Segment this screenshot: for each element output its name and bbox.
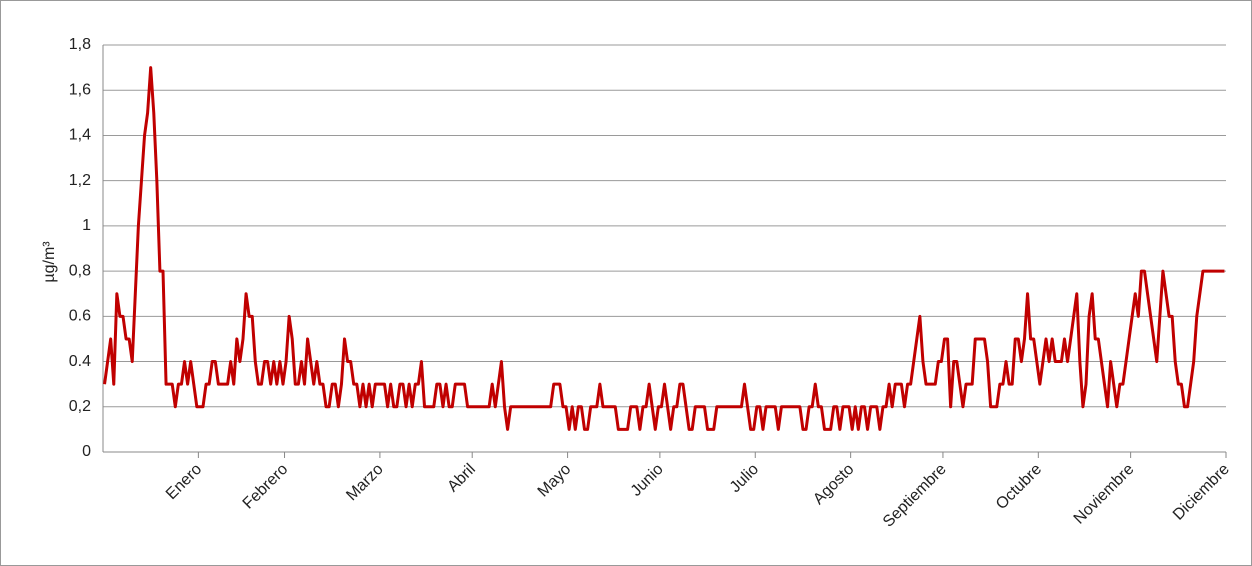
- y-tick-label: 1,4: [69, 127, 91, 144]
- y-tick-label: 1: [82, 217, 91, 234]
- y-tick-label: 0: [82, 443, 91, 460]
- y-tick-label: 0.6: [69, 308, 91, 325]
- y-tick-label: 0.4: [69, 353, 91, 370]
- y-tick-label: 1,6: [69, 81, 91, 98]
- y-tick-label: 0,8: [69, 262, 91, 279]
- y-tick-label: 0,2: [69, 398, 91, 415]
- y-tick-label: 1,2: [69, 172, 91, 189]
- y-axis-label: µg/m³: [41, 241, 58, 283]
- y-tick-label: 1,8: [69, 36, 91, 53]
- data-line: [103, 66, 1225, 431]
